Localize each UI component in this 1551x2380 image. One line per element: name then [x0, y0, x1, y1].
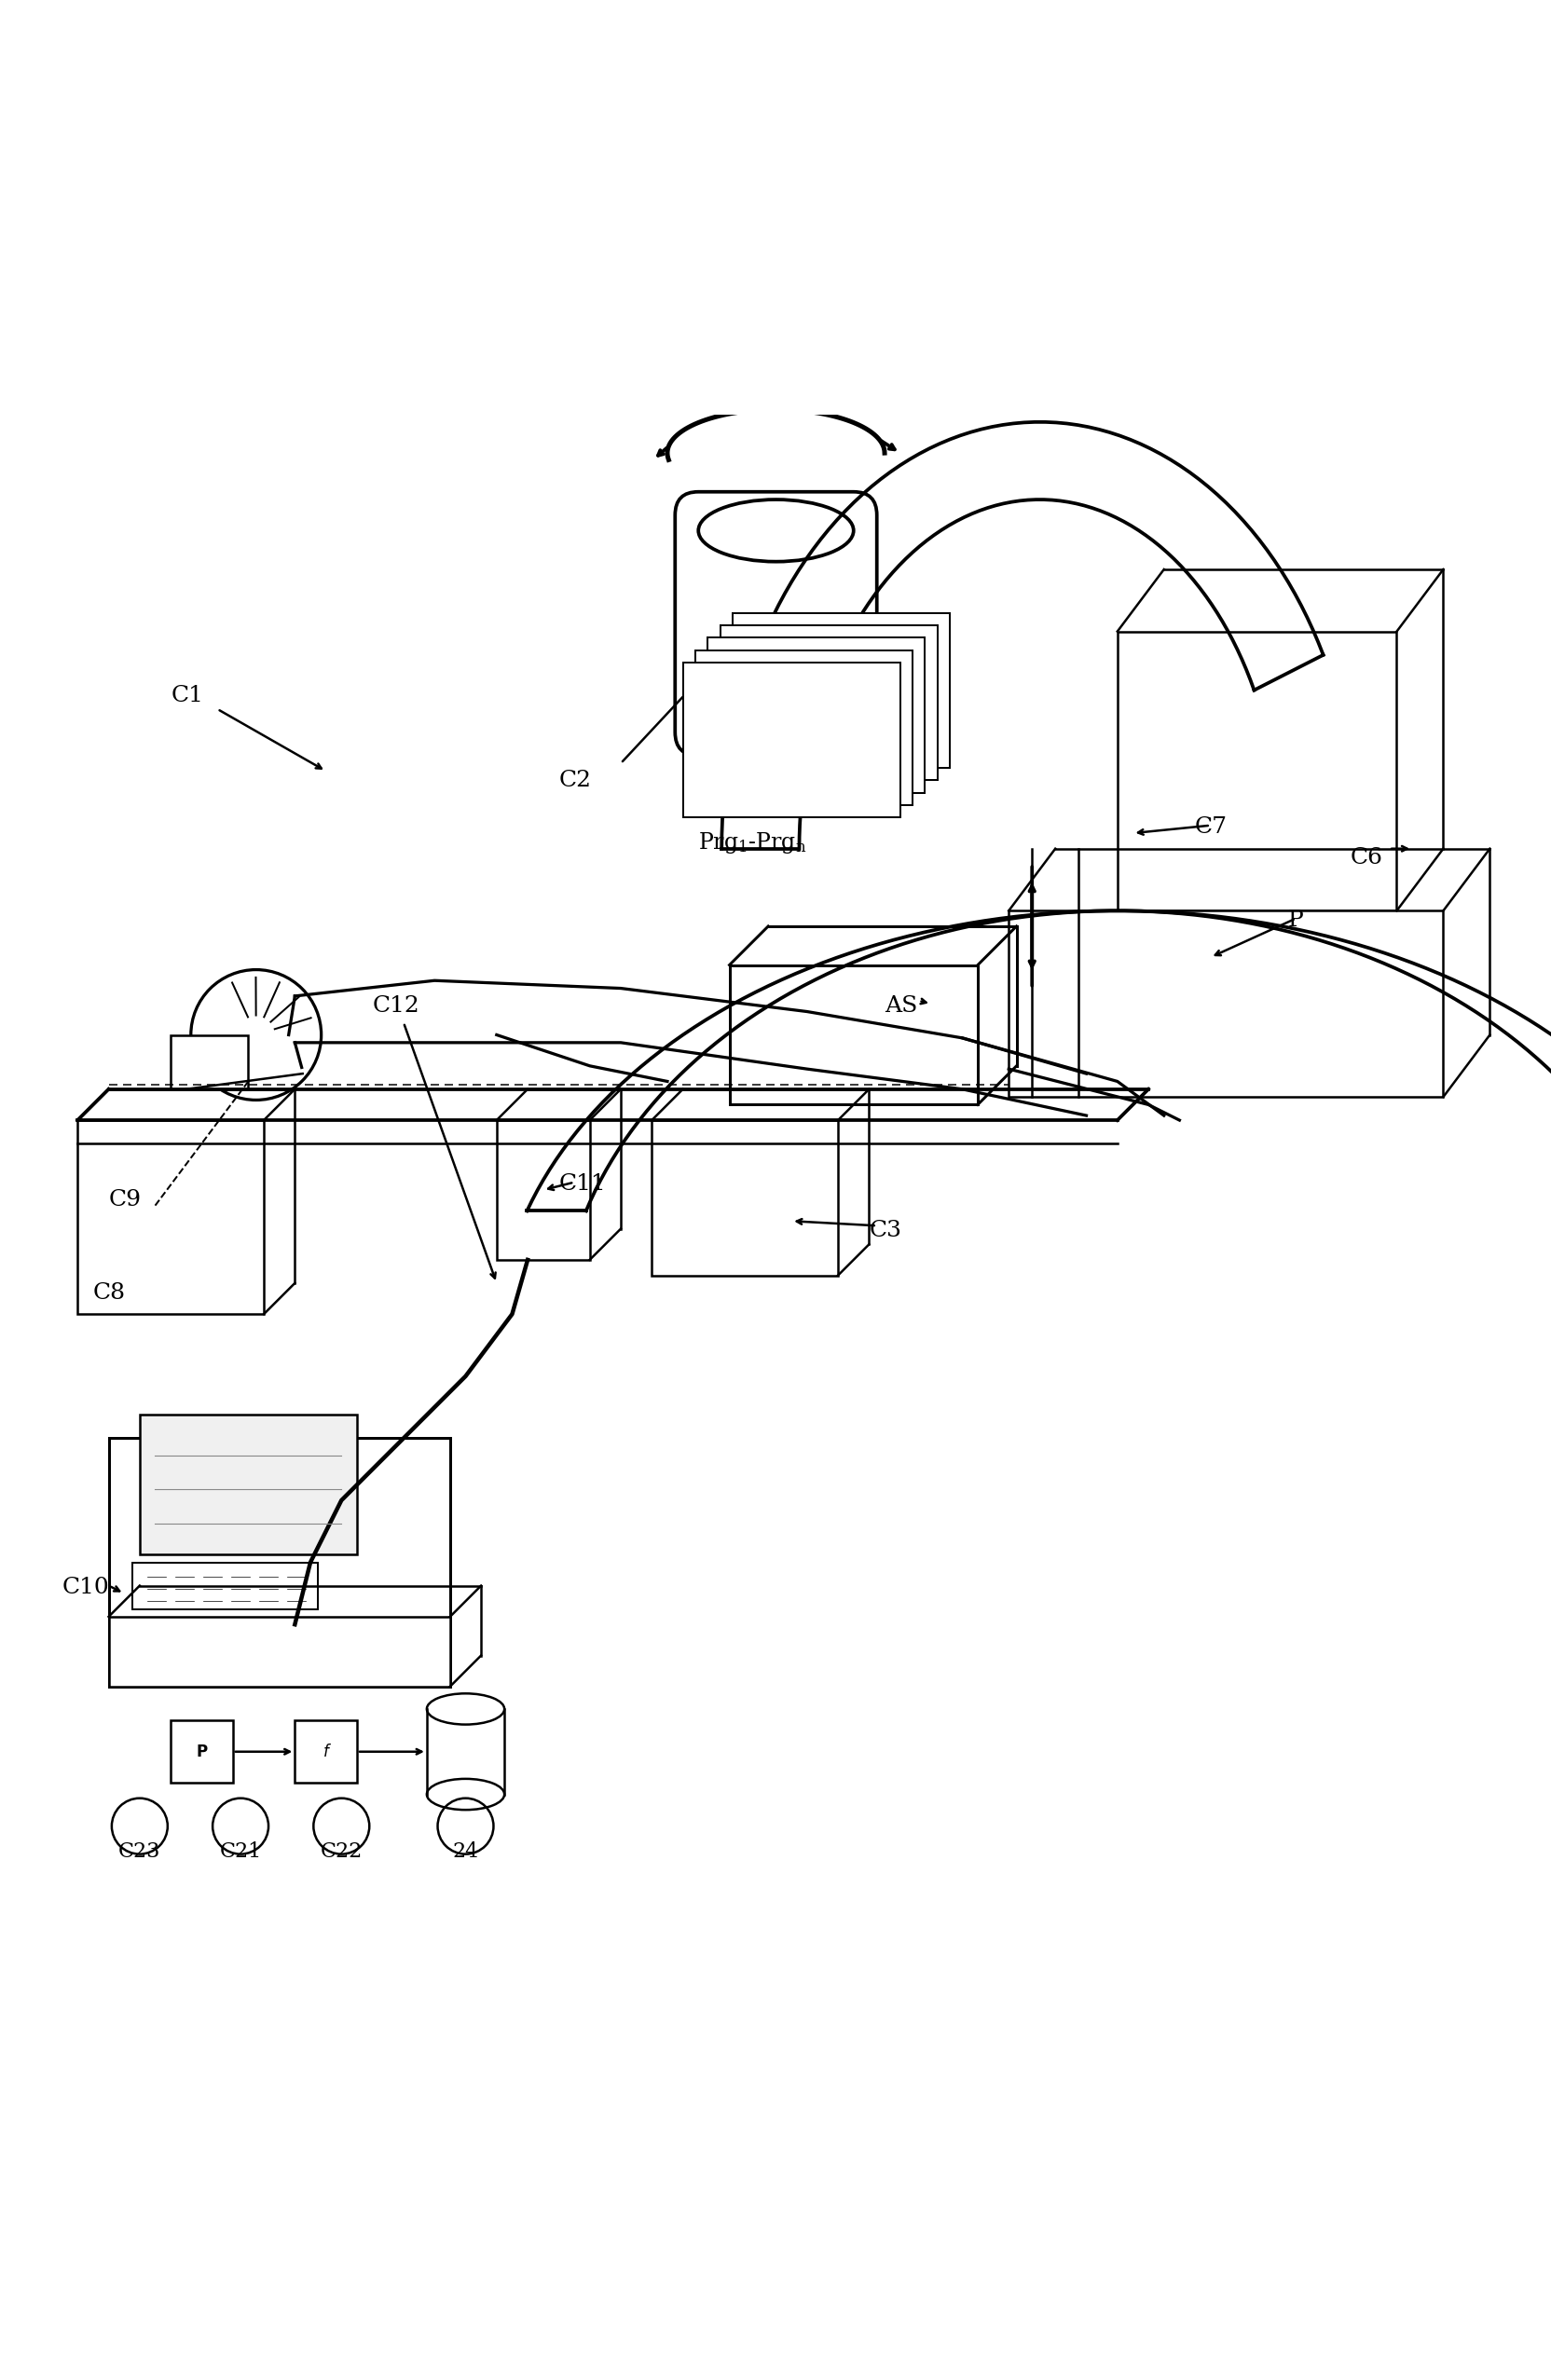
Ellipse shape: [427, 1695, 504, 1725]
Text: C11: C11: [558, 1173, 605, 1195]
Bar: [171, 1035, 248, 1090]
Ellipse shape: [698, 685, 853, 747]
Ellipse shape: [698, 500, 853, 562]
Text: C22: C22: [320, 1842, 363, 1861]
Text: f: f: [323, 1742, 329, 1761]
Bar: [651, 1121, 838, 1276]
Bar: [1117, 631, 1396, 912]
Text: C6: C6: [1349, 847, 1382, 869]
Text: C9: C9: [109, 1188, 141, 1209]
Bar: [729, 964, 977, 1104]
Bar: [78, 1121, 264, 1314]
Bar: [109, 1438, 450, 1687]
Text: C1: C1: [171, 685, 203, 707]
Text: C2: C2: [558, 769, 591, 790]
Text: C10: C10: [62, 1576, 109, 1597]
Text: 24: 24: [453, 1842, 478, 1861]
Ellipse shape: [427, 1778, 504, 1809]
FancyBboxPatch shape: [720, 626, 937, 781]
FancyBboxPatch shape: [695, 650, 912, 804]
Text: AS: AS: [884, 995, 917, 1016]
Text: $\mathregular{Prg_1}$-$\mathregular{Prg_n}$: $\mathregular{Prg_1}$-$\mathregular{Prg_…: [698, 831, 807, 854]
Text: C3: C3: [869, 1221, 901, 1242]
Text: C8: C8: [93, 1283, 126, 1304]
FancyBboxPatch shape: [707, 638, 924, 793]
Bar: [171, 1721, 233, 1783]
Text: C12: C12: [372, 995, 419, 1016]
Text: C21: C21: [219, 1842, 262, 1861]
Text: C7: C7: [1194, 816, 1227, 838]
FancyBboxPatch shape: [682, 662, 900, 819]
Bar: [132, 1561, 318, 1609]
Bar: [1008, 912, 1442, 1097]
Bar: [496, 1121, 589, 1259]
Text: P: P: [1287, 909, 1303, 931]
Bar: [109, 1616, 450, 1687]
FancyBboxPatch shape: [732, 612, 949, 769]
FancyBboxPatch shape: [675, 493, 876, 754]
Bar: [295, 1721, 357, 1783]
Text: P: P: [195, 1742, 208, 1761]
Bar: [140, 1416, 357, 1554]
Text: C23: C23: [118, 1842, 161, 1861]
